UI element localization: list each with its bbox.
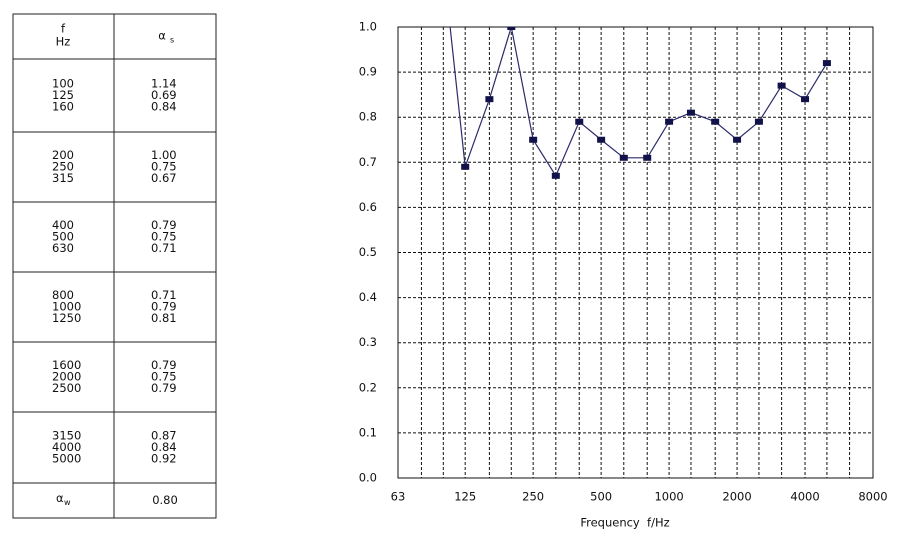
x-tick-label: 125	[454, 490, 476, 504]
frequency: 200	[52, 148, 74, 162]
alpha-value: 0.92	[151, 452, 177, 466]
frequency: 500	[52, 230, 74, 244]
header-alpha: α	[158, 29, 166, 43]
data-point	[551, 172, 560, 179]
x-tick-label: 8000	[858, 490, 887, 504]
x-tick-label: 1000	[654, 490, 683, 504]
data-point	[733, 136, 742, 143]
y-tick-label: 0.5	[359, 245, 377, 259]
frequency: 250	[52, 160, 74, 174]
x-tick-label: 500	[590, 490, 612, 504]
y-tick-label: 0.9	[359, 65, 377, 79]
x-tick-label: 4000	[790, 490, 819, 504]
frequency: 800	[52, 288, 74, 302]
table-cell	[113, 482, 217, 519]
alpha-value: 0.71	[151, 241, 177, 255]
data-point	[665, 118, 674, 125]
alpha-value: 0.81	[151, 311, 177, 325]
table: f Hz α s 100 1.14 125 0.69 160 0.84 200 1.00 250…	[12, 13, 217, 519]
header-f: f	[61, 22, 66, 36]
y-tick-label: 0.4	[359, 290, 377, 304]
data-point	[686, 109, 695, 116]
frequency: 2000	[52, 370, 81, 384]
frequency: 630	[52, 241, 74, 255]
header-unit: Hz	[56, 35, 71, 49]
data-point	[485, 96, 494, 103]
y-tick-label: 0.7	[359, 155, 377, 169]
footer-alpha: α	[56, 491, 64, 505]
frequency: 125	[52, 88, 74, 102]
frequency: 1000	[52, 300, 81, 314]
frequency: 1600	[52, 358, 81, 372]
alpha-value: 0.67	[151, 171, 177, 185]
alpha-value: 0.87	[151, 429, 177, 443]
frequency: 400	[52, 218, 74, 232]
header-alpha-sub: s	[170, 36, 174, 45]
alpha-value: 1.14	[151, 77, 177, 91]
data-point	[822, 60, 831, 67]
alpha-value: 0.79	[151, 218, 177, 232]
frequency: 315	[52, 171, 74, 185]
frequency: 3150	[52, 429, 81, 443]
data-line	[449, 27, 828, 178]
frequency: 100	[52, 77, 74, 91]
y-tick-label: 0.8	[359, 110, 377, 124]
y-tick-label: 0.3	[359, 335, 377, 349]
frequency: 2500	[52, 381, 81, 395]
y-tick-label: 0.0	[359, 471, 377, 485]
alpha-value: 0.79	[151, 358, 177, 372]
alpha-value: 0.79	[151, 381, 177, 395]
frequency: 4000	[52, 440, 81, 454]
data-point	[643, 154, 652, 161]
y-tick-label: 0.1	[359, 425, 377, 439]
alpha-value: 0.84	[151, 100, 177, 114]
footer-value: 0.80	[152, 493, 178, 507]
data-point	[461, 163, 470, 170]
plot-area	[449, 27, 831, 179]
y-tick-label: 1.0	[359, 20, 377, 34]
data-point	[754, 118, 763, 125]
data-point	[597, 136, 606, 143]
y-tick-label: 0.6	[359, 200, 377, 214]
x-tick-label: 2000	[722, 490, 751, 504]
frequency: 5000	[52, 452, 81, 466]
footer-alpha-sub: w	[64, 498, 71, 507]
data-point	[777, 82, 786, 89]
data-point	[507, 27, 516, 30]
alpha-value: 0.84	[151, 440, 177, 454]
x-axis-label: Frequency f/Hz	[580, 516, 669, 530]
data-point	[575, 118, 584, 125]
y-tick-label: 0.2	[359, 380, 377, 394]
data-point	[529, 136, 538, 143]
x-tick-label: 63	[391, 490, 406, 504]
frequency: 1250	[52, 311, 81, 325]
alpha-value: 0.79	[151, 300, 177, 314]
alpha-value: 0.75	[151, 230, 177, 244]
alpha-value: 0.75	[151, 370, 177, 384]
alpha-value: 0.71	[151, 288, 177, 302]
alpha-value: 0.75	[151, 160, 177, 174]
data-point	[619, 154, 628, 161]
x-tick-label: 250	[522, 490, 544, 504]
plot-frame	[397, 26, 874, 479]
alpha-value: 1.00	[151, 148, 177, 162]
data-point	[801, 96, 810, 103]
alpha-value: 0.69	[151, 88, 177, 102]
data-point	[711, 118, 720, 125]
frequency: 160	[52, 100, 74, 114]
